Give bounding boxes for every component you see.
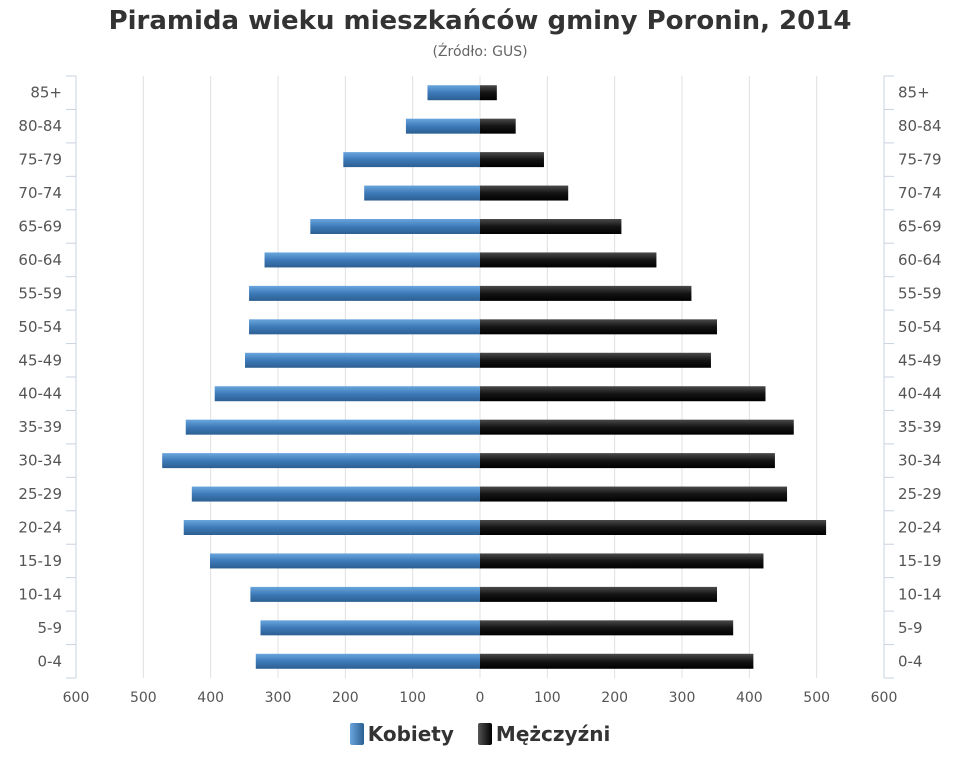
bar-kobiety <box>183 520 480 535</box>
bar-mezczyzni <box>480 419 794 435</box>
bar-mezczyzni <box>480 653 754 669</box>
category-label-left: 10-14 <box>18 585 62 603</box>
bar-kobiety <box>405 118 480 134</box>
bar-mezczyzni <box>480 252 657 268</box>
chart-title: Piramida wieku mieszkańców gminy Poronin… <box>108 6 852 36</box>
bar-mezczyzni <box>480 319 718 335</box>
bar-kobiety <box>427 85 480 101</box>
bar-kobiety <box>250 586 480 602</box>
category-label-left: 0-4 <box>38 652 63 670</box>
bar-kobiety <box>209 553 480 569</box>
bar-mezczyzni <box>480 352 711 368</box>
bar-mezczyzni <box>480 219 622 234</box>
category-label-right: 70-74 <box>898 184 942 202</box>
category-label-right: 60-64 <box>898 251 942 269</box>
bar-mezczyzni <box>480 453 775 469</box>
category-label-right: 15-19 <box>898 552 942 570</box>
category-label-right: 45-49 <box>898 351 942 369</box>
category-label-left: 5-9 <box>38 619 63 637</box>
legend-label-mezczyzni: Mężczyźni <box>495 722 611 746</box>
legend-item-mezczyzni[interactable]: Mężczyźni <box>477 722 611 746</box>
x-tick-label: 200 <box>601 690 628 706</box>
bar-mezczyzni <box>480 85 497 101</box>
bar-mezczyzni <box>480 586 718 602</box>
category-label-right: 0-4 <box>898 652 923 670</box>
legend-swatch-mezczyzni <box>477 723 492 745</box>
category-label-right: 25-29 <box>898 485 942 503</box>
bar-mezczyzni <box>480 285 692 301</box>
bar-kobiety <box>245 352 480 368</box>
category-label-right: 35-39 <box>898 418 942 436</box>
category-label-left: 40-44 <box>18 385 62 403</box>
x-tick-label: 300 <box>669 690 696 706</box>
bar-mezczyzni <box>480 620 734 636</box>
bar-kobiety <box>364 185 480 201</box>
x-tick-label: 400 <box>736 690 763 706</box>
category-label-right: 80-84 <box>898 117 942 135</box>
category-label-right: 55-59 <box>898 284 942 302</box>
category-label-right: 30-34 <box>898 452 942 470</box>
category-label-left: 25-29 <box>18 485 62 503</box>
category-label-right: 40-44 <box>898 385 942 403</box>
axes <box>66 75 894 679</box>
category-label-left: 65-69 <box>18 218 62 236</box>
category-label-right: 50-54 <box>898 318 942 336</box>
category-label-right: 5-9 <box>898 619 923 637</box>
category-label-right: 10-14 <box>898 585 942 603</box>
x-tick-label: 200 <box>332 690 359 706</box>
bar-kobiety <box>162 453 481 469</box>
category-label-left: 60-64 <box>18 251 62 269</box>
bars <box>162 85 827 669</box>
category-label-right: 20-24 <box>898 519 942 537</box>
bar-kobiety <box>249 285 480 301</box>
bar-kobiety <box>185 419 480 435</box>
category-label-left: 70-74 <box>18 184 62 202</box>
bar-kobiety <box>214 386 480 402</box>
bar-mezczyzni <box>480 185 569 201</box>
bar-mezczyzni <box>480 553 764 569</box>
x-tick-label: 400 <box>197 690 224 706</box>
bar-mezczyzni <box>480 520 827 535</box>
bar-mezczyzni <box>480 386 766 402</box>
bar-kobiety <box>343 152 480 168</box>
legend-item-kobiety[interactable]: Kobiety <box>349 722 454 746</box>
legend-swatch-kobiety <box>349 723 364 745</box>
x-tick-label: 600 <box>63 690 90 706</box>
bar-kobiety <box>310 219 480 234</box>
x-tick-label: 300 <box>265 690 292 706</box>
x-tick-label: 500 <box>130 690 157 706</box>
category-label-left: 30-34 <box>18 452 62 470</box>
bar-kobiety <box>260 620 480 636</box>
bar-mezczyzni <box>480 486 788 502</box>
category-label-right: 65-69 <box>898 218 942 236</box>
x-tick-label: 100 <box>399 690 426 706</box>
x-tick-label: 0 <box>476 690 485 706</box>
category-label-left: 85+ <box>30 84 62 102</box>
x-tick-label: 100 <box>534 690 561 706</box>
category-label-left: 50-54 <box>18 318 62 336</box>
bar-kobiety <box>249 319 480 335</box>
bar-kobiety <box>191 486 480 502</box>
bar-mezczyzni <box>480 118 516 134</box>
category-label-left: 80-84 <box>18 117 62 135</box>
category-label-left: 15-19 <box>18 552 62 570</box>
category-label-right: 75-79 <box>898 151 942 169</box>
category-label-left: 35-39 <box>18 418 62 436</box>
category-label-left: 45-49 <box>18 351 62 369</box>
legend: Kobiety Mężczyźni <box>0 722 960 746</box>
x-tick-label: 500 <box>803 690 830 706</box>
category-label-left: 55-59 <box>18 284 62 302</box>
category-label-left: 20-24 <box>18 519 62 537</box>
category-label-right: 85+ <box>898 84 930 102</box>
bar-mezczyzni <box>480 152 544 168</box>
bar-kobiety <box>255 653 480 669</box>
bar-kobiety <box>264 252 480 268</box>
x-tick-label: 600 <box>871 690 898 706</box>
chart-subtitle: (Źródło: GUS) <box>432 44 528 60</box>
legend-label-kobiety: Kobiety <box>367 722 454 746</box>
tick-labels: 600 500 400 300 200 100 0 100 200 300 400 500 600 85+… <box>18 84 941 706</box>
category-label-left: 75-79 <box>18 151 62 169</box>
